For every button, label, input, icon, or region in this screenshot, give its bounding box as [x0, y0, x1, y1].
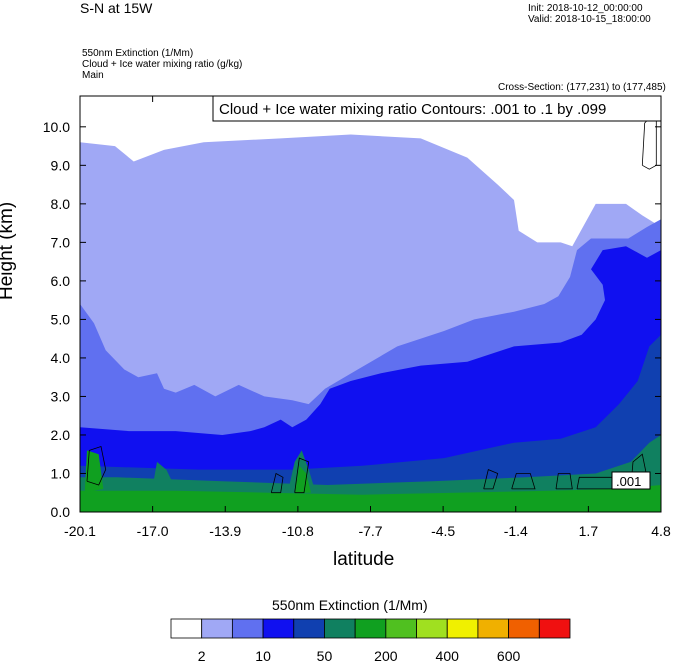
colorbar-swatch [293, 618, 325, 639]
x-axis-label: latitude [333, 549, 395, 570]
y-tick-label: 0.0 [51, 504, 71, 520]
y-tick-label: 6.0 [51, 273, 71, 289]
y-tick-label: 3.0 [51, 388, 71, 404]
x-tick-label: -13.9 [209, 523, 241, 539]
contour-line-3 [483, 469, 499, 490]
contour-line-8 [641, 110, 657, 170]
y-tick-label: 5.0 [51, 311, 71, 327]
field-label-mixing-ratio: Cloud + Ice water mixing ratio (g/kg) [82, 59, 243, 70]
contour-line-4 [511, 473, 536, 490]
colorbar-swatch [446, 618, 479, 639]
colorbar-swatch [170, 618, 203, 639]
colorbar-swatch [201, 618, 233, 639]
field-label-domain: Main [82, 70, 104, 81]
colorbar-swatch [354, 618, 387, 639]
y-tick-label: 1.0 [51, 465, 71, 481]
y-tick-label: 4.0 [51, 350, 71, 366]
colorbar-swatch [262, 618, 295, 639]
y-tick-label: 8.0 [51, 196, 71, 212]
valid-time: Valid: 2018-10-15_18:00:00 [528, 14, 651, 25]
extinction-fill-layer [80, 134, 661, 512]
colorbar: 2 10 50 200 400 600 [170, 618, 571, 664]
field-label-extinction: 550nm Extinction (1/Mm) [82, 48, 194, 59]
y-axis: 0.0 1.0 2.0 3.0 4.0 5.0 6.0 7.0 8.0 9.0 10.0 [43, 119, 661, 520]
x-tick-label: -4.5 [431, 523, 455, 539]
plot-title: S-N at 15W [80, 0, 153, 16]
contour-value-label: .001 [611, 471, 651, 490]
contour-info-box: Cloud + Ice water mixing ratio Contours:… [212, 95, 662, 122]
contour-line-1 [270, 472, 284, 494]
cross-section-label: Cross-Section: (177,231) to (177,485) [498, 82, 666, 93]
contour-line-0 [86, 445, 107, 486]
y-axis-label: Height (km) [0, 201, 17, 300]
y-tick-label: 10.0 [43, 119, 70, 135]
colorbar-swatch [385, 618, 417, 639]
colorbar-label: 2 [198, 648, 206, 664]
contour-line-2 [294, 457, 310, 494]
colorbar-swatch [324, 618, 356, 639]
colorbar-swatch [477, 618, 510, 639]
contour-info-text: Cloud + Ice water mixing ratio Contours:… [219, 101, 606, 118]
x-tick-label: -10.8 [282, 523, 314, 539]
init-time: Init: 2018-10-12_00:00:00 [528, 3, 643, 14]
colorbar-swatch [508, 618, 540, 639]
y-tick-label: 2.0 [51, 427, 71, 443]
x-tick-label: -17.0 [137, 523, 169, 539]
contour-line-5 [555, 473, 573, 490]
colorbar-swatch [416, 618, 448, 639]
colorbar-swatch [231, 618, 264, 639]
x-tick-label: -20.1 [64, 523, 96, 539]
colorbar-label: 400 [436, 648, 460, 664]
x-tick-label: 1.7 [579, 523, 599, 539]
x-tick-label: 4.8 [651, 523, 671, 539]
x-tick-label: -1.4 [504, 523, 528, 539]
colorbar-title: 550nm Extinction (1/Mm) [272, 597, 428, 613]
x-tick-label: -7.7 [358, 523, 382, 539]
y-tick-label: 7.0 [51, 234, 71, 250]
y-tick-label: 9.0 [51, 157, 71, 173]
extinction-region-9 [152, 461, 176, 489]
x-axis: -20.1 -17.0 -13.9 -10.8 -7.7 -4.5 -1.4 1.7 4.8 [64, 96, 671, 539]
colorbar-label: 600 [497, 648, 521, 664]
colorbar-swatch [538, 618, 571, 639]
extinction-region-5 [80, 485, 661, 512]
colorbar-label: 10 [255, 648, 271, 664]
colorbar-label: 200 [374, 648, 398, 664]
extinction-region-3 [80, 334, 661, 512]
colorbar-label: 50 [317, 648, 333, 664]
extinction-region-7 [294, 465, 311, 493]
contour-value-text: .001 [616, 474, 641, 489]
